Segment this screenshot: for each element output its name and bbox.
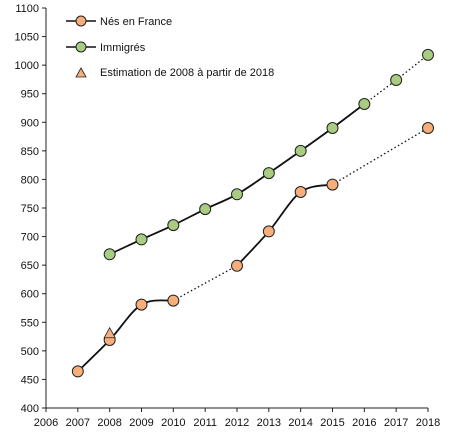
series-line-dotted xyxy=(173,265,238,302)
y-tick-label: 400 xyxy=(21,403,39,415)
y-tick-label: 600 xyxy=(21,289,39,301)
y-tick-label: 550 xyxy=(21,317,39,329)
data-point xyxy=(326,178,339,191)
data-point xyxy=(358,98,371,110)
y-tick-label: 500 xyxy=(21,346,39,358)
x-tick-label: 2006 xyxy=(34,417,58,429)
x-tick-label: 2018 xyxy=(416,417,440,429)
x-tick-label: 2011 xyxy=(193,417,217,429)
y-tick-label: 450 xyxy=(21,374,39,386)
data-point-triangle xyxy=(103,326,116,339)
legend-triangle-marker xyxy=(75,67,87,78)
data-point xyxy=(135,298,148,311)
data-point xyxy=(262,225,275,238)
legend-circle-marker xyxy=(75,41,87,53)
x-tick-label: 2014 xyxy=(288,417,312,429)
data-point xyxy=(294,186,307,198)
legend-item-estimation: Estimation de 2008 à partir de 2018 xyxy=(75,67,274,79)
x-tick-label: 2008 xyxy=(97,417,121,429)
y-tick-label: 750 xyxy=(21,203,39,215)
x-tick-label: 2010 xyxy=(161,417,185,429)
data-point xyxy=(167,219,180,232)
legend-label: Immigrés xyxy=(100,42,146,54)
data-point xyxy=(231,188,243,201)
data-point xyxy=(71,365,84,378)
data-point xyxy=(103,248,116,261)
series-line-solid xyxy=(109,103,365,256)
legend-circle-marker xyxy=(75,15,87,27)
x-tick-label: 2013 xyxy=(257,417,281,429)
x-tick-label: 2017 xyxy=(384,417,408,429)
x-tick-label: 2015 xyxy=(320,417,344,429)
y-tick-label: 950 xyxy=(21,89,39,101)
y-tick-label: 850 xyxy=(21,146,39,158)
series-lines xyxy=(77,54,429,373)
y-tick-label: 800 xyxy=(21,174,39,186)
legend-item-immigres: Immigrés xyxy=(66,41,146,54)
series-line-dotted xyxy=(363,54,429,105)
series-line-solid xyxy=(236,183,333,267)
data-point xyxy=(199,203,212,216)
y-tick-label: 650 xyxy=(21,260,39,272)
y-tick-label: 1100 xyxy=(15,3,39,15)
series-line-solid xyxy=(77,299,174,373)
legend-label: Nés en France xyxy=(100,16,172,28)
legend-label: Estimation de 2008 à partir de 2018 xyxy=(100,67,274,79)
data-point xyxy=(262,167,275,180)
x-tick-label: 2012 xyxy=(225,417,249,429)
legend: Nés en France Immigrés Estimation de 200… xyxy=(66,15,274,79)
y-tick-label: 1000 xyxy=(15,60,39,72)
data-point xyxy=(390,74,403,86)
y-axis-ticks: 400 450 500 550 600 650 700 750 800 850 900 950 1000… xyxy=(15,3,46,415)
y-tick-label: 1050 xyxy=(15,32,39,44)
series-line-dotted xyxy=(332,127,429,186)
x-tick-label: 2009 xyxy=(129,417,153,429)
data-point xyxy=(326,122,339,134)
data-point xyxy=(422,122,434,134)
x-tick-label: 2016 xyxy=(352,417,376,429)
y-tick-label: 700 xyxy=(21,232,39,244)
data-point xyxy=(231,259,243,272)
data-point xyxy=(135,233,148,246)
x-tick-label: 2007 xyxy=(66,417,90,429)
y-tick-label: 900 xyxy=(21,117,39,129)
x-axis-ticks: 2006 2007 2008 2009 2010 2011 2012 2013 2014 2015… xyxy=(34,408,440,429)
legend-item-nes-en-france: Nés en France xyxy=(66,15,172,28)
data-point xyxy=(167,294,180,307)
data-point xyxy=(294,144,307,157)
series-markers xyxy=(71,48,434,378)
data-point xyxy=(422,48,434,61)
